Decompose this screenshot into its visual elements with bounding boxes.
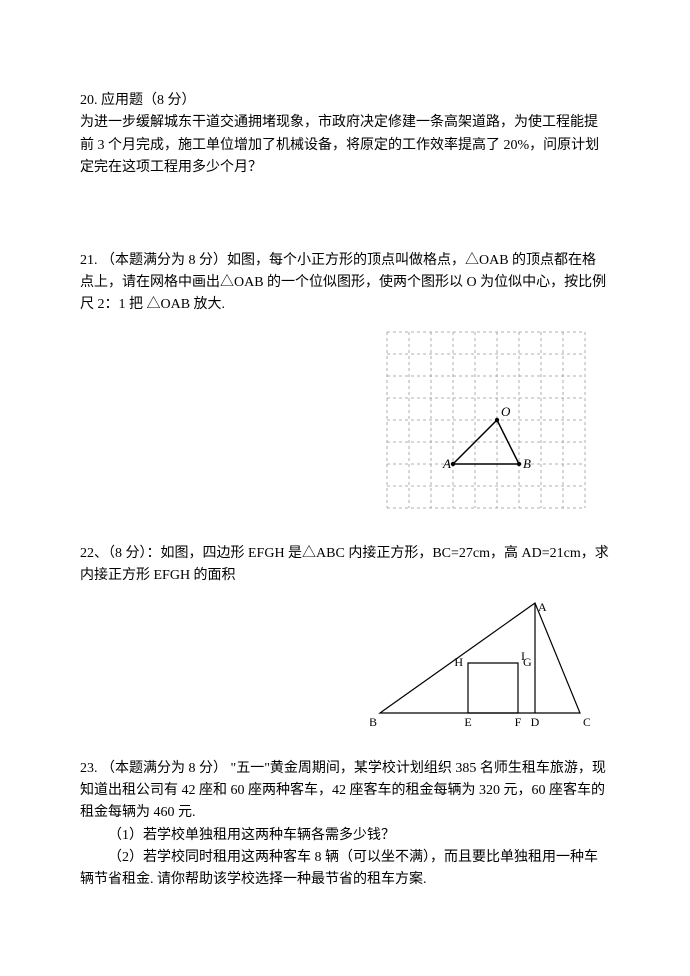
q23-p1: 23. （本题满分为 8 分） "五一"黄金周期间，某学校计划组织 385 名师… bbox=[80, 758, 610, 825]
question-23: 23. （本题满分为 8 分） "五一"黄金周期间，某学校计划组织 385 名师… bbox=[80, 758, 610, 892]
svg-text:B: B bbox=[370, 715, 377, 729]
q22-figure: ABCHGEFDI bbox=[370, 593, 590, 733]
svg-text:H: H bbox=[454, 655, 463, 669]
question-20: 20. 应用题（8 分） 为进一步缓解城东干道交通拥堵现象，市政府决定修建一条高… bbox=[80, 90, 610, 180]
q21-figure-wrap: O A B bbox=[80, 327, 610, 533]
svg-text:B: B bbox=[523, 456, 531, 471]
q20-title: 20. 应用题（8 分） bbox=[80, 90, 610, 112]
svg-text:A: A bbox=[442, 456, 451, 471]
q23-p2: （1）若学校单独租用这两种车辆各需多少钱？ bbox=[80, 825, 610, 847]
q21-figure: O A B bbox=[382, 327, 590, 513]
svg-text:E: E bbox=[464, 715, 471, 729]
q21-body: 21. （本题满分为 8 分）如图，每个小正方形的顶点叫做格点，△OAB 的顶点… bbox=[80, 250, 610, 317]
question-21: 21. （本题满分为 8 分）如图，每个小正方形的顶点叫做格点，△OAB 的顶点… bbox=[80, 250, 610, 533]
svg-text:I: I bbox=[521, 649, 525, 663]
svg-text:A: A bbox=[538, 600, 547, 614]
question-22: 22、（8 分）：如图，四边形 EFGH 是△ABC 内接正方形，BC=27cm… bbox=[80, 543, 610, 748]
q20-body: 为进一步缓解城东干道交通拥堵现象，市政府决定修建一条高架道路，为使工程能提前 3… bbox=[80, 112, 610, 179]
svg-text:O: O bbox=[501, 404, 511, 419]
q23-p3: （2）若学校同时租用这两种客车 8 辆（可以坐不满），而且要比单独租用一种车辆节… bbox=[80, 847, 610, 892]
svg-text:D: D bbox=[531, 715, 540, 729]
svg-text:C: C bbox=[583, 715, 590, 729]
q22-body: 22、（8 分）：如图，四边形 EFGH 是△ABC 内接正方形，BC=27cm… bbox=[80, 543, 610, 588]
svg-text:F: F bbox=[515, 715, 522, 729]
q22-figure-wrap: ABCHGEFDI bbox=[80, 588, 610, 748]
